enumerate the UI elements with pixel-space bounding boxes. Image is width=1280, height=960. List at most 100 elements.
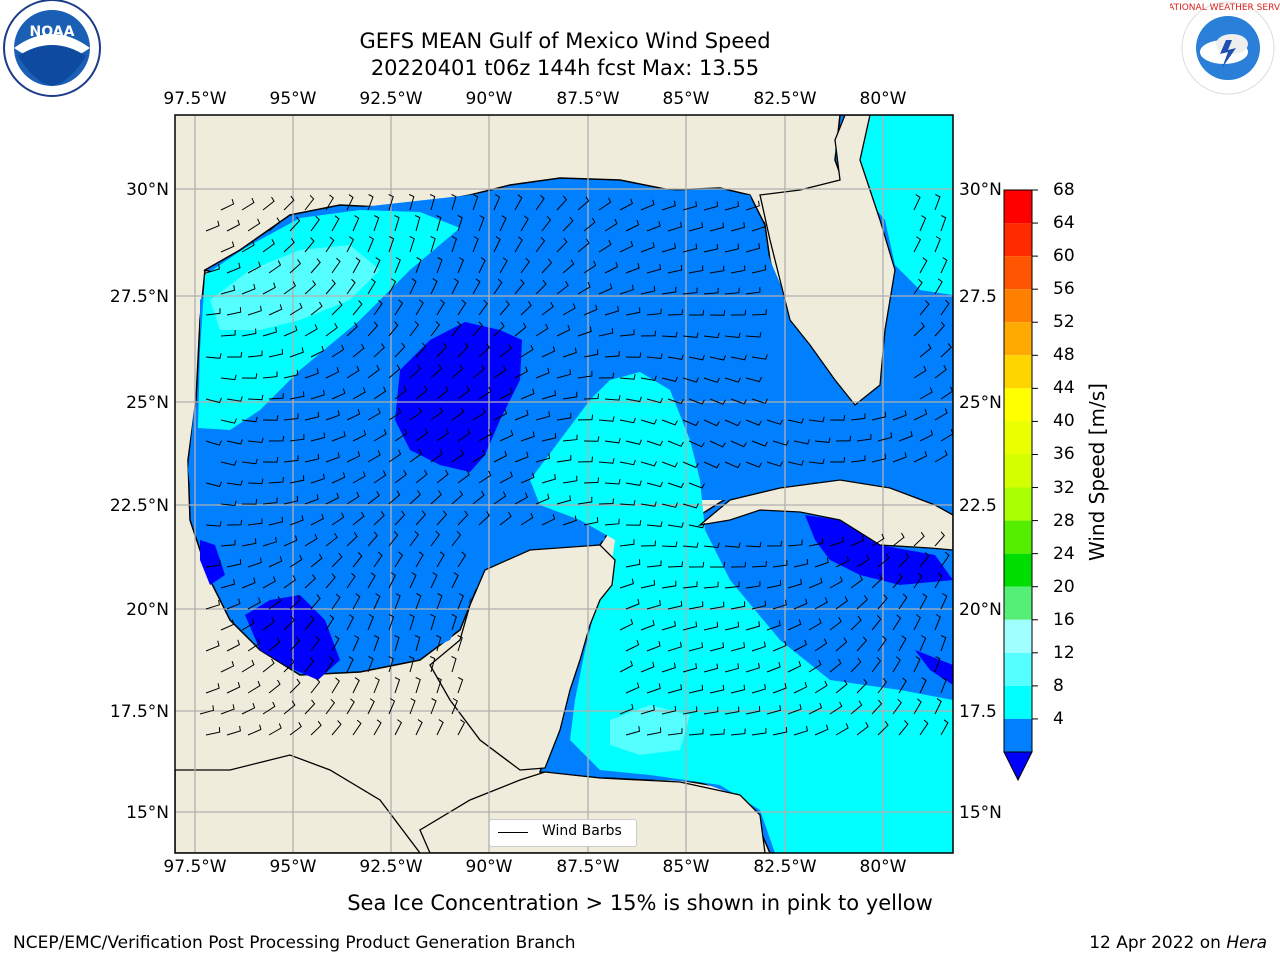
wind-barb xyxy=(430,278,438,295)
wind-barb xyxy=(394,342,406,358)
nws-logo-text: NATIONAL WEATHER SERVICE xyxy=(1170,3,1280,13)
colorbar-tick-label: 56 xyxy=(1053,279,1075,300)
wind-barb xyxy=(913,698,922,715)
wind-barb xyxy=(709,440,726,448)
wind-barb xyxy=(346,194,354,211)
wind-barb xyxy=(604,518,620,526)
colorbar-tick-label: 16 xyxy=(1053,609,1075,630)
wind-barb xyxy=(661,662,676,673)
wind-barb xyxy=(541,215,552,232)
wind-barb xyxy=(562,515,577,526)
central-america-land xyxy=(175,754,421,853)
wind-barb xyxy=(388,278,397,295)
wind-barb xyxy=(751,440,768,447)
wind-barb xyxy=(394,635,400,652)
wind-barb xyxy=(493,194,501,211)
wind-barb xyxy=(304,237,315,253)
wind-barb xyxy=(787,460,804,466)
wind-barb xyxy=(766,461,783,467)
colorbar xyxy=(1003,189,1038,782)
wind-barb xyxy=(604,395,621,401)
x-tick-label: 87.5°W xyxy=(556,89,620,109)
wind-barb xyxy=(808,659,822,673)
wind-barb xyxy=(451,321,462,337)
wind-barb xyxy=(667,641,682,652)
wind-barb xyxy=(331,431,346,442)
wind-barb xyxy=(435,635,442,652)
wind-barb xyxy=(913,656,921,673)
wind-barb xyxy=(226,682,241,694)
wind-barb xyxy=(220,374,237,381)
wind-barb xyxy=(898,430,913,442)
wind-barb xyxy=(430,236,436,253)
wind-barb xyxy=(388,407,402,421)
y-tick-label: 22.5°N xyxy=(109,496,169,516)
wind-barb xyxy=(934,656,941,673)
wind-barb xyxy=(373,299,383,316)
wind-barb xyxy=(625,559,641,568)
wind-barb xyxy=(604,306,619,316)
wind-barb xyxy=(367,656,374,673)
wind-barb xyxy=(373,343,385,358)
wind-barb xyxy=(577,371,593,379)
colorbar-segment xyxy=(1004,652,1032,686)
colorbar-segment xyxy=(1004,322,1032,356)
y-tick-label: 15°N xyxy=(959,803,1002,823)
wind-barb xyxy=(283,575,297,589)
footer-date-text: 12 Apr 2022 on xyxy=(1089,933,1227,953)
wind-barb xyxy=(220,539,236,547)
wind-barb xyxy=(745,200,760,211)
wind-barb xyxy=(415,469,428,484)
wind-barb xyxy=(451,614,458,631)
colorbar-segment xyxy=(1004,487,1032,521)
wind-barb xyxy=(751,641,766,652)
wind-barb xyxy=(535,236,546,253)
wind-barb xyxy=(541,258,553,274)
wind-barb xyxy=(940,635,947,652)
wind-barb xyxy=(625,219,640,232)
wind-barb xyxy=(892,614,902,631)
wind-barb xyxy=(688,440,705,448)
wind-barb xyxy=(619,198,634,211)
wind-barb xyxy=(352,593,361,610)
y-tick-label: 17.5 xyxy=(959,702,997,722)
wind-barb xyxy=(625,262,640,274)
wind-barb xyxy=(772,560,788,568)
wind-barb xyxy=(493,450,508,463)
wind-barb xyxy=(709,265,725,274)
wind-barb xyxy=(919,719,929,736)
wind-barb xyxy=(205,599,220,610)
wind-barb xyxy=(751,728,767,736)
wind-barb xyxy=(829,701,843,715)
y-tick-label: 25°N xyxy=(959,393,1002,413)
wind-barb xyxy=(478,257,486,274)
wind-barb xyxy=(429,656,436,673)
x-tick-label: 97.5°W xyxy=(163,89,227,109)
x-tick-label: 92.5°W xyxy=(359,89,423,109)
wind-barb xyxy=(730,309,747,316)
wind-barb xyxy=(283,455,299,463)
wind-barb xyxy=(730,561,747,568)
wind-barb xyxy=(247,478,264,485)
wind-barb xyxy=(556,412,572,421)
wind-barb xyxy=(346,614,355,631)
x-tick-label: 90°W xyxy=(465,89,513,109)
wind-barb xyxy=(205,521,222,527)
colorbar-tick-label: 36 xyxy=(1053,444,1075,465)
wind-barb xyxy=(493,408,508,421)
wind-barb xyxy=(661,705,677,715)
wind-barb xyxy=(415,428,429,442)
wind-barb xyxy=(520,257,530,274)
wind-barb xyxy=(241,659,255,673)
colorbar-segment xyxy=(1004,619,1032,653)
wind-barb xyxy=(436,342,448,358)
wind-barb xyxy=(535,279,547,295)
footer-date: 12 Apr 2022 on Hera xyxy=(1089,933,1267,953)
wind-barb xyxy=(220,198,235,211)
wind-barb xyxy=(283,657,295,673)
wind-barb xyxy=(688,265,704,274)
wind-barb xyxy=(688,482,705,489)
wind-barb xyxy=(688,355,705,361)
colorbar-segment xyxy=(1004,520,1032,554)
wind-barb xyxy=(268,476,284,484)
